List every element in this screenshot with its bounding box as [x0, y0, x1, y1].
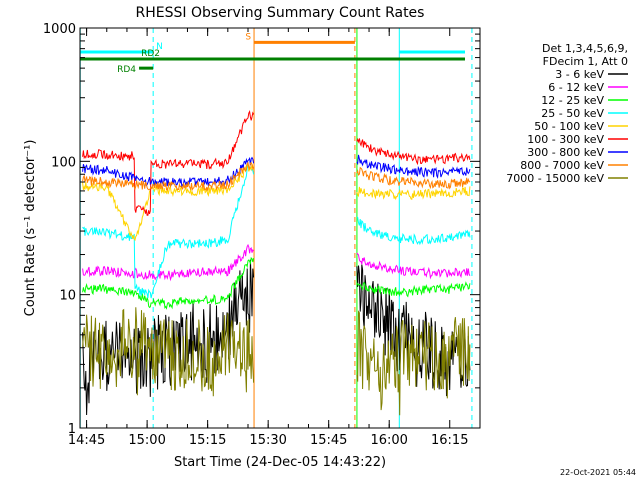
- x-axis-label: Start Time (24-Dec-05 14:43:22): [174, 455, 386, 470]
- legend-label-7: 800 - 7000 keV: [520, 159, 604, 172]
- axes: 14:45 15:00 15:15 15:30 15:45 16:00 16:15 1 10 10…: [43, 22, 480, 448]
- x-tick-label-1: 15:00: [128, 433, 165, 448]
- x-tick-label-5: 16:00: [370, 433, 407, 448]
- y-tick-label-2: 100: [51, 155, 76, 170]
- legend-header-0: Det 1,3,4,5,6,9,: [542, 42, 628, 55]
- series-line-2: [82, 256, 471, 310]
- y-tick-label-3: 1000: [43, 22, 76, 37]
- flag-label-rd2: RD2: [141, 49, 160, 59]
- x-tick-label-0: 14:45: [68, 433, 105, 448]
- legend-label-2: 12 - 25 keV: [541, 94, 604, 107]
- series-line-3: [82, 164, 471, 299]
- legend-label-1: 6 - 12 keV: [548, 81, 604, 94]
- legend: Det 1,3,4,5,6,9,FDecim 1, Att 03 - 6 keV…: [506, 42, 628, 185]
- series-line-7: [82, 161, 471, 192]
- x-tick-label-6: 16:15: [431, 433, 468, 448]
- chart-title: RHESSI Observing Summary Count Rates: [136, 5, 425, 21]
- legend-header-1: FDecim 1, Att 0: [543, 55, 628, 68]
- x-tick-label-4: 15:45: [310, 433, 347, 448]
- y-tick-label-0: 1: [68, 422, 76, 437]
- legend-label-5: 100 - 300 keV: [527, 133, 604, 146]
- flag-label-rd4: RD4: [117, 65, 136, 75]
- legend-label-0: 3 - 6 keV: [555, 68, 604, 81]
- x-tick-label-3: 15:30: [249, 433, 286, 448]
- plot-frame: [79, 27, 481, 429]
- series-line-8: [82, 307, 471, 416]
- legend-label-4: 50 - 100 keV: [534, 120, 604, 133]
- flag-label-n: N: [156, 42, 163, 52]
- y-tick-label-1: 10: [59, 289, 76, 304]
- series-line-6: [82, 154, 471, 189]
- legend-label-6: 300 - 800 keV: [527, 146, 604, 159]
- y-axis-label: Count Rate (s⁻¹ detector⁻¹): [23, 140, 38, 317]
- legend-label-3: 25 - 50 keV: [541, 107, 604, 120]
- legend-label-8: 7000 - 15000 keV: [506, 172, 604, 185]
- series-line-5: [82, 110, 471, 216]
- series-line-4: [82, 162, 471, 242]
- flag-label-s: S: [245, 32, 251, 42]
- timestamp: 22-Oct-2021 05:44: [560, 468, 636, 477]
- series-line-1: [82, 243, 471, 282]
- x-tick-label-2: 15:15: [189, 433, 226, 448]
